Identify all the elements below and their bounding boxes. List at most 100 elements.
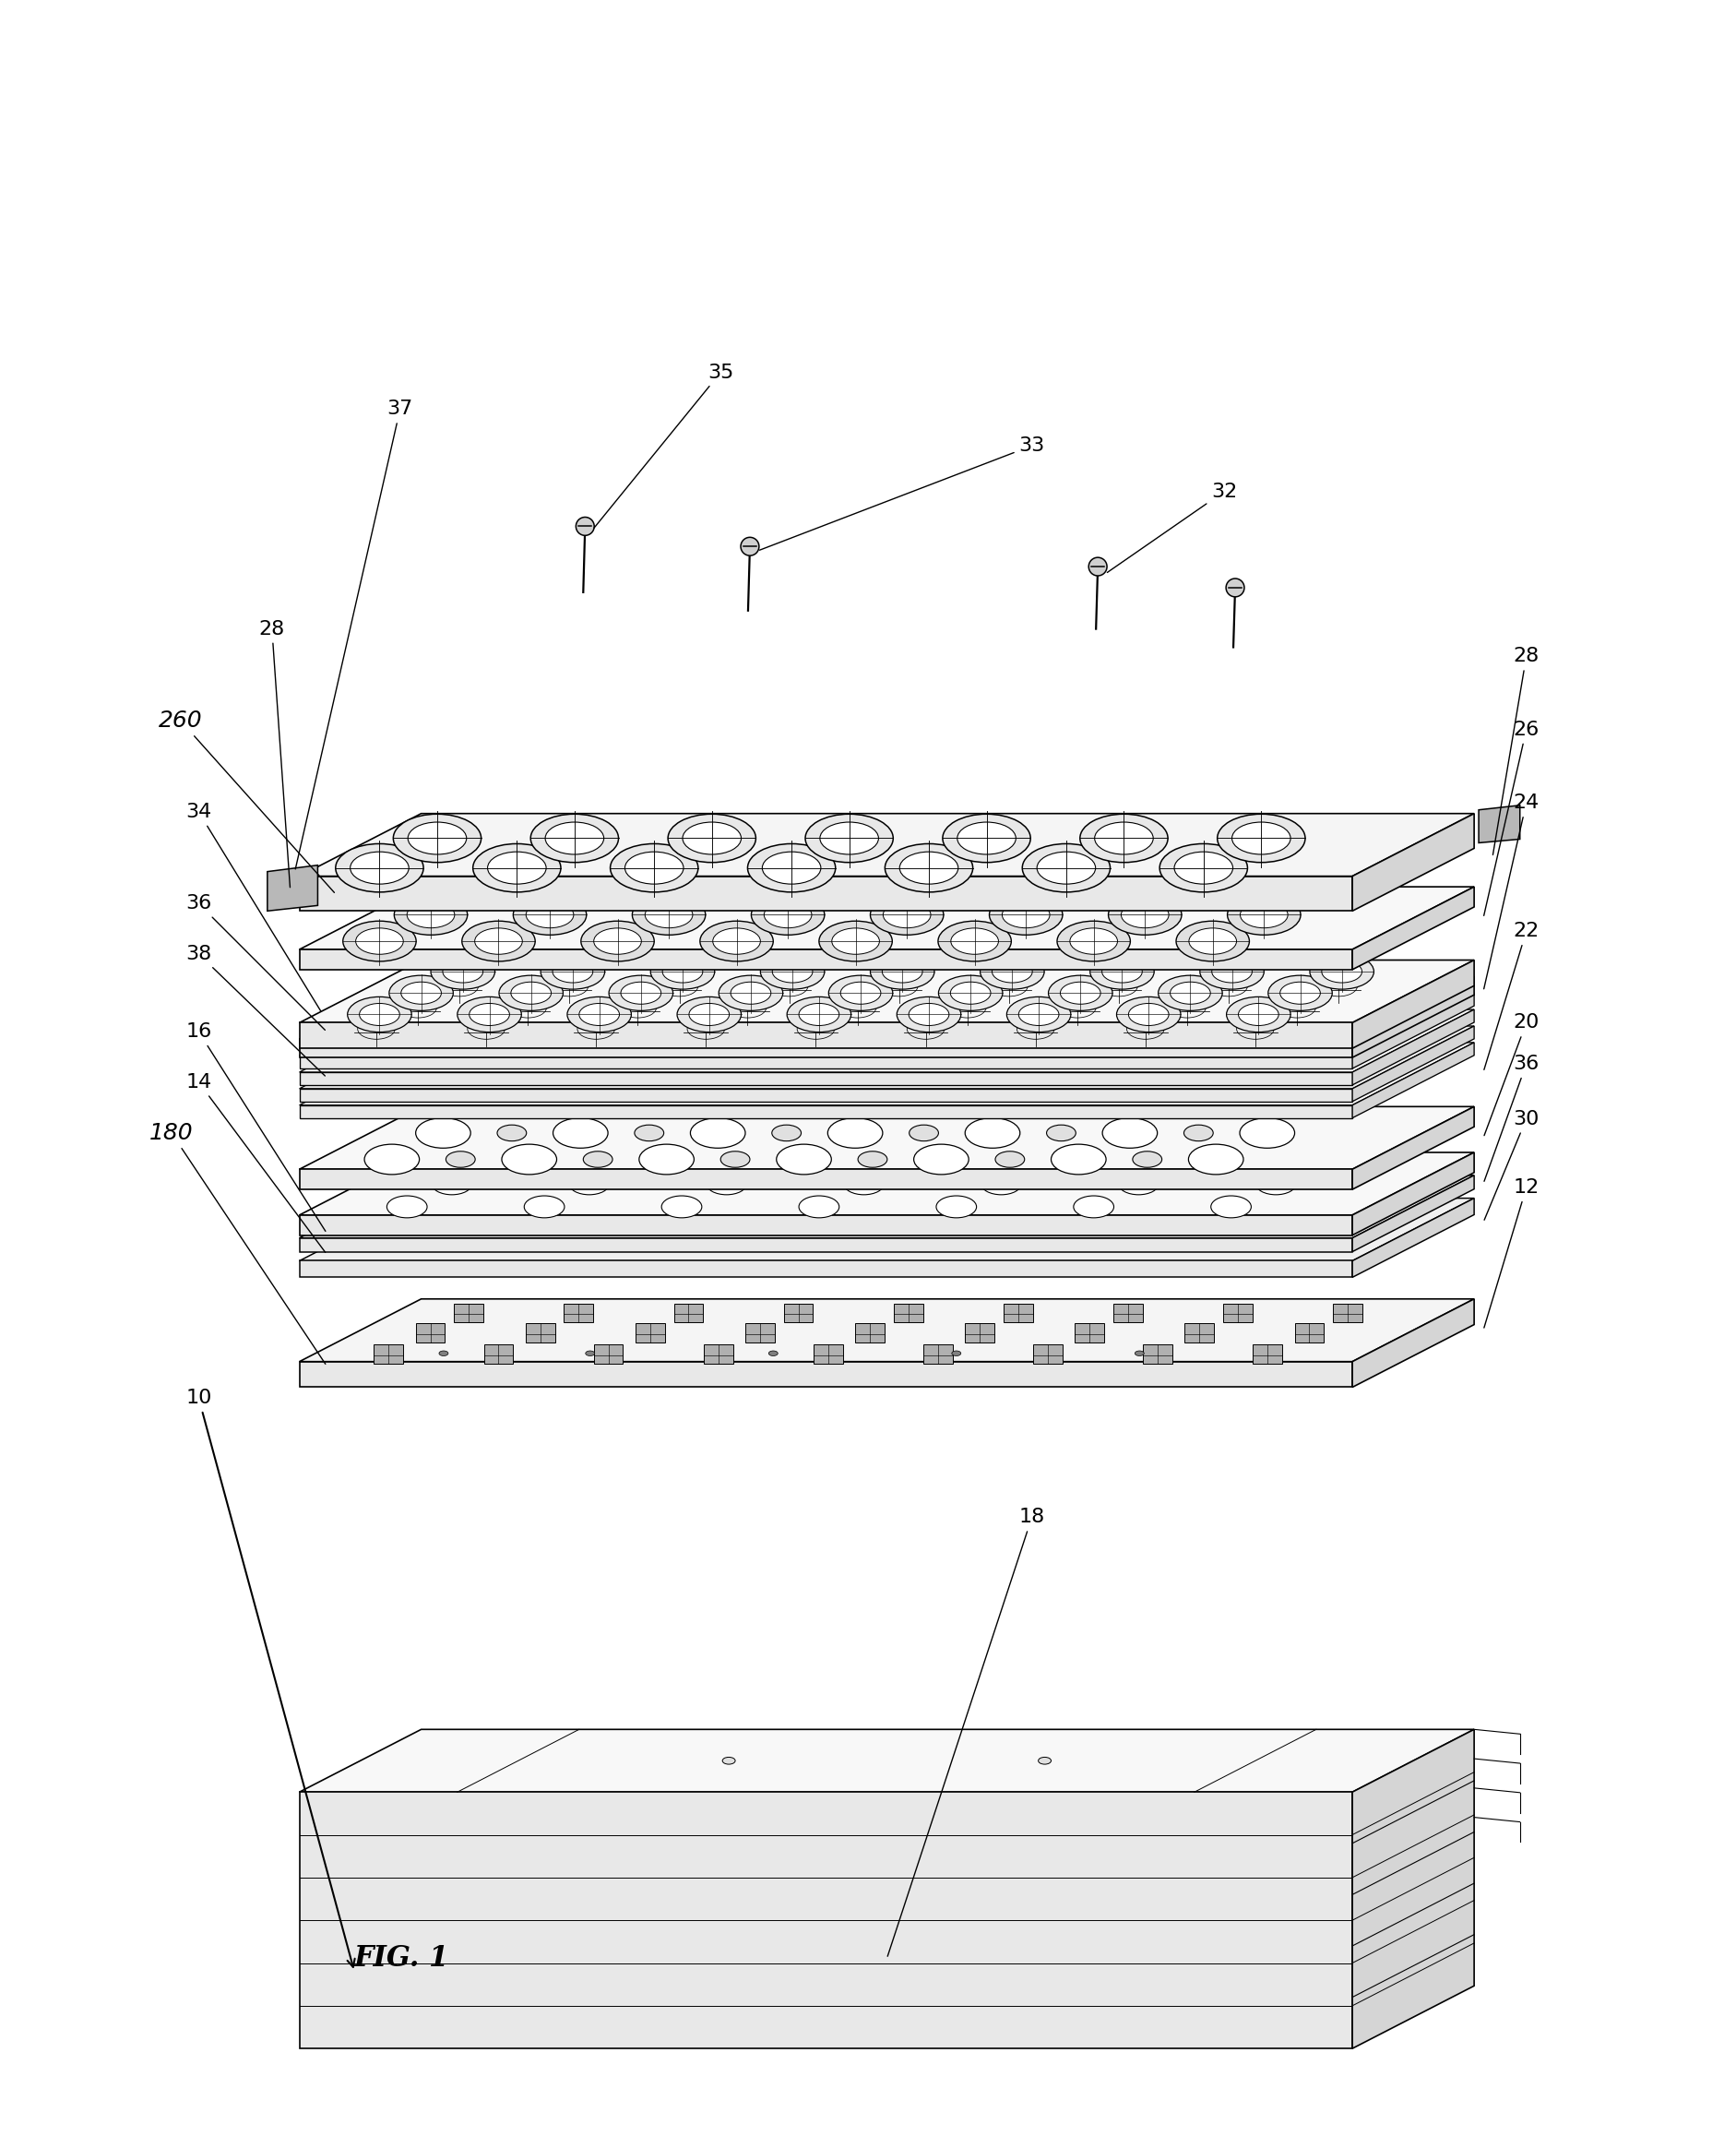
Ellipse shape: [1019, 1153, 1059, 1175]
Ellipse shape: [1156, 1153, 1198, 1175]
Polygon shape: [299, 960, 1474, 1022]
Ellipse shape: [580, 1003, 620, 1025]
Ellipse shape: [1200, 954, 1264, 990]
Polygon shape: [783, 1304, 812, 1323]
Ellipse shape: [359, 1003, 399, 1025]
Ellipse shape: [828, 1117, 882, 1147]
Ellipse shape: [882, 1153, 922, 1175]
Ellipse shape: [1135, 1351, 1144, 1355]
Ellipse shape: [870, 896, 944, 934]
Ellipse shape: [488, 853, 547, 885]
Polygon shape: [1184, 1323, 1213, 1342]
Ellipse shape: [870, 954, 934, 990]
Ellipse shape: [882, 960, 922, 982]
Polygon shape: [793, 1018, 838, 1046]
Ellipse shape: [661, 1196, 701, 1218]
Ellipse shape: [773, 960, 812, 982]
Ellipse shape: [621, 982, 661, 1003]
Ellipse shape: [1090, 954, 1154, 990]
Polygon shape: [924, 1345, 953, 1364]
Polygon shape: [703, 1345, 733, 1364]
Ellipse shape: [1240, 902, 1288, 928]
Polygon shape: [1295, 1323, 1325, 1342]
Ellipse shape: [569, 1173, 609, 1194]
Ellipse shape: [1238, 1003, 1279, 1025]
Text: 20: 20: [1484, 1014, 1540, 1136]
Ellipse shape: [387, 1196, 427, 1218]
Polygon shape: [1333, 1304, 1363, 1323]
Polygon shape: [415, 1323, 444, 1342]
Ellipse shape: [858, 1151, 887, 1166]
Ellipse shape: [1118, 1173, 1158, 1194]
Polygon shape: [1352, 1106, 1474, 1190]
Ellipse shape: [1073, 1196, 1115, 1218]
Polygon shape: [564, 1304, 594, 1323]
Polygon shape: [299, 1042, 1474, 1104]
Ellipse shape: [1057, 921, 1130, 962]
Ellipse shape: [840, 982, 880, 1003]
Polygon shape: [726, 997, 769, 1025]
Polygon shape: [1479, 806, 1521, 842]
Ellipse shape: [663, 960, 703, 982]
Ellipse shape: [760, 954, 825, 990]
Text: 36: 36: [186, 894, 325, 1031]
Ellipse shape: [632, 896, 705, 934]
Ellipse shape: [1175, 921, 1250, 962]
Ellipse shape: [356, 928, 403, 954]
Ellipse shape: [472, 844, 561, 891]
Ellipse shape: [832, 928, 880, 954]
Ellipse shape: [365, 1145, 420, 1175]
Polygon shape: [767, 975, 811, 1003]
Polygon shape: [1233, 1018, 1278, 1046]
Polygon shape: [299, 876, 1352, 911]
Polygon shape: [299, 1072, 1352, 1085]
Polygon shape: [299, 1010, 1474, 1072]
Ellipse shape: [828, 975, 892, 1012]
Ellipse shape: [1295, 1153, 1335, 1175]
Ellipse shape: [1050, 1145, 1106, 1175]
Circle shape: [1088, 558, 1108, 576]
Polygon shape: [396, 997, 439, 1025]
Polygon shape: [1352, 1010, 1474, 1085]
Ellipse shape: [762, 853, 821, 885]
Ellipse shape: [457, 997, 521, 1031]
Ellipse shape: [545, 823, 604, 855]
Ellipse shape: [554, 1117, 608, 1147]
Ellipse shape: [719, 975, 783, 1012]
Polygon shape: [299, 1729, 1474, 1791]
Polygon shape: [1352, 1729, 1474, 2049]
Ellipse shape: [394, 896, 467, 934]
Ellipse shape: [1255, 1173, 1297, 1194]
Ellipse shape: [700, 921, 773, 962]
Text: 26: 26: [1484, 720, 1540, 915]
Ellipse shape: [1321, 960, 1363, 982]
Polygon shape: [946, 997, 990, 1025]
Polygon shape: [1123, 1018, 1167, 1046]
Polygon shape: [1274, 997, 1319, 1025]
Polygon shape: [1352, 960, 1474, 1048]
Ellipse shape: [786, 997, 851, 1031]
Polygon shape: [1316, 975, 1361, 1003]
Ellipse shape: [806, 814, 894, 863]
Ellipse shape: [1240, 1117, 1295, 1147]
Ellipse shape: [1132, 1151, 1161, 1166]
Polygon shape: [1352, 814, 1474, 911]
Polygon shape: [505, 997, 550, 1025]
Ellipse shape: [773, 1126, 800, 1141]
Ellipse shape: [995, 1151, 1024, 1166]
Text: 38: 38: [186, 945, 325, 1076]
Ellipse shape: [1227, 896, 1300, 934]
Ellipse shape: [885, 844, 972, 891]
Ellipse shape: [910, 1126, 939, 1141]
Polygon shape: [1097, 975, 1141, 1003]
Ellipse shape: [1116, 997, 1180, 1031]
Ellipse shape: [401, 982, 441, 1003]
Ellipse shape: [939, 975, 1003, 1012]
Ellipse shape: [335, 844, 424, 891]
Polygon shape: [1142, 1345, 1172, 1364]
Polygon shape: [894, 1304, 924, 1323]
Polygon shape: [526, 1323, 556, 1342]
Ellipse shape: [582, 921, 654, 962]
Polygon shape: [299, 1175, 1474, 1237]
Ellipse shape: [594, 928, 641, 954]
